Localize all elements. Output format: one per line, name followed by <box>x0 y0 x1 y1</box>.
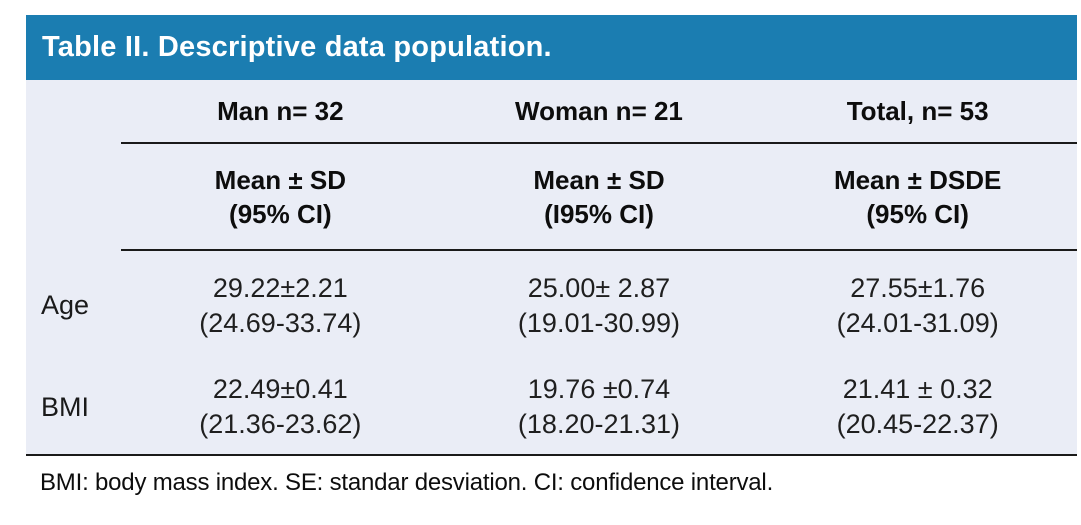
age-woman-mean: 25.00± 2.87 <box>527 272 671 303</box>
bmi-total-ci: (20.45-22.37) <box>836 409 999 439</box>
age-man-ci: (24.69-33.74) <box>199 307 362 338</box>
table-figure: Table II. Descriptive data population. M… <box>26 15 1077 497</box>
table-title-bar: Table II. Descriptive data population. <box>26 15 1077 80</box>
bmi-total-cell: 21.41 ± 0.32 (20.45-22.37) <box>758 360 1077 456</box>
table-title: Table II. Descriptive data population. <box>42 31 552 63</box>
subheader-woman-line2: (I95% CI) <box>544 198 654 229</box>
bmi-man-mean: 22.49±0.41 <box>212 374 348 404</box>
age-woman-ci: (19.01-30.99) <box>517 307 681 338</box>
bmi-total-mean: 21.41 ± 0.32 <box>842 374 993 404</box>
bmi-woman-cell: 19.76 ±0.74 (18.20-21.31) <box>439 360 759 456</box>
group-header-row: Man n= 32 Woman n= 21 Total, n= 53 <box>26 80 1077 144</box>
subheader-total: Mean ± DSDE (95% CI) <box>758 143 1077 251</box>
bmi-man-ci: (21.36-23.62) <box>199 409 362 439</box>
age-man-cell: 29.22±2.21 (24.69-33.74) <box>121 250 440 360</box>
column-header-woman: Woman n= 21 <box>439 80 759 144</box>
age-total-cell: 27.55±1.76 (24.01-31.09) <box>758 250 1077 360</box>
corner-empty-cell <box>26 80 121 143</box>
stat-subheader-row: Mean ± SD (95% CI) Mean ± SD (I95% CI) M… <box>26 143 1077 251</box>
table-footnote: BMI: body mass index. SE: standar desvia… <box>40 469 774 496</box>
row-label-bmi: BMI <box>26 360 121 456</box>
descriptive-data-table: Man n= 32 Woman n= 21 Total, n= 53 Mean … <box>26 80 1077 456</box>
bmi-woman-ci: (18.20-21.31) <box>517 409 681 439</box>
table-row-bmi: BMI 22.49±0.41 (21.36-23.62) 19.76 ±0.74… <box>26 360 1077 456</box>
age-total-mean: 27.55±1.76 <box>850 272 986 303</box>
subheader-total-line2: (95% CI) <box>866 198 969 229</box>
table-row-age: Age 29.22±2.21 (24.69-33.74) 25.00± 2.87… <box>26 250 1077 360</box>
column-header-man: Man n= 32 <box>121 80 440 144</box>
subheader-total-line1: Mean ± DSDE <box>833 164 1002 195</box>
subheader-empty-cell <box>26 143 121 250</box>
row-label-age: Age <box>41 289 90 320</box>
subheader-woman-line1: Mean ± SD <box>533 164 665 195</box>
age-woman-cell: 25.00± 2.87 (19.01-30.99) <box>440 250 759 360</box>
subheader-man: Mean ± SD (95% CI) <box>121 143 440 251</box>
age-man-mean: 29.22±2.21 <box>212 272 348 303</box>
column-header-total: Total, n= 53 <box>758 80 1077 144</box>
subheader-woman: Mean ± SD (I95% CI) <box>439 143 759 251</box>
bmi-woman-mean: 19.76 ±0.74 <box>527 374 671 404</box>
subheader-man-line2: (95% CI) <box>229 198 332 229</box>
subheader-man-line1: Mean ± SD <box>214 164 346 195</box>
bmi-man-cell: 22.49±0.41 (21.36-23.62) <box>121 360 440 456</box>
age-total-ci: (24.01-31.09) <box>836 307 999 338</box>
